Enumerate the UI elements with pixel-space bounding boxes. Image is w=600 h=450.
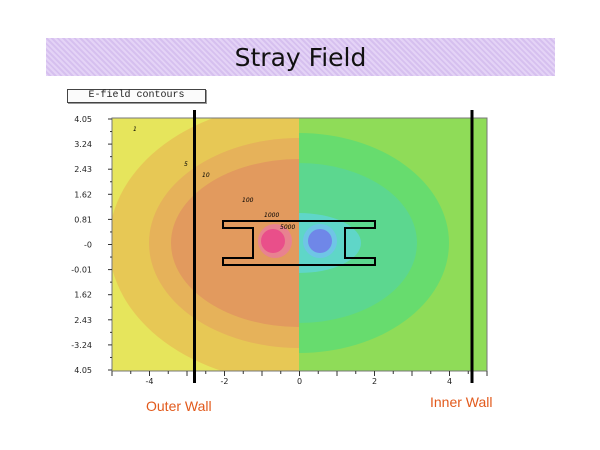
i-beam-conductor-outline bbox=[222, 220, 376, 266]
y-tick-label: 2.43 bbox=[74, 165, 92, 174]
contour-left-ring-3 bbox=[171, 159, 299, 327]
contour-label: 5000 bbox=[280, 224, 295, 231]
x-tick-label: -4 bbox=[146, 377, 154, 386]
y-tick-label: 3.24 bbox=[74, 140, 92, 149]
x-tick-label: -2 bbox=[221, 377, 229, 386]
contour-label: 1000 bbox=[264, 212, 279, 219]
contour-labels: 1 5 10 100 1000 5000 bbox=[133, 126, 295, 231]
contour-label: 10 bbox=[202, 172, 210, 179]
y-tick-label: 0.81 bbox=[74, 215, 92, 224]
y-tick-label: 4.05 bbox=[74, 366, 92, 375]
x-tick-label: 2 bbox=[372, 377, 377, 386]
contour-label: 5 bbox=[184, 161, 188, 168]
inner-wall-label: Inner Wall bbox=[430, 394, 493, 410]
y-tick-label: -3.24 bbox=[71, 341, 92, 350]
y-axis: 4.05 3.24 2.43 1.62 0.81 -0 -0.01 1.62 2.43 -3.24… bbox=[71, 115, 112, 375]
contour-label: 100 bbox=[242, 197, 254, 204]
outer-wall-label: Outer Wall bbox=[146, 398, 212, 414]
title-banner: Stray Field bbox=[46, 38, 555, 76]
y-tick-label: 1.62 bbox=[74, 190, 92, 199]
y-tick-label: 2.43 bbox=[74, 316, 92, 325]
positive-charge-core bbox=[261, 229, 285, 253]
y-tick-label: 1.62 bbox=[74, 291, 92, 300]
y-tick-label: -0 bbox=[84, 241, 92, 250]
plot-label-box: E-field contours bbox=[67, 89, 206, 103]
y-tick-label: 4.05 bbox=[74, 115, 92, 124]
negative-charge-core bbox=[308, 229, 332, 253]
x-tick-label: 4 bbox=[447, 377, 452, 386]
x-axis: -4 -2 0 2 4 bbox=[111, 371, 488, 386]
contour-label: 1 bbox=[133, 126, 137, 133]
y-tick-label: -0.01 bbox=[71, 266, 92, 275]
slide-title: Stray Field bbox=[234, 42, 367, 72]
x-tick-label: 0 bbox=[297, 377, 302, 386]
contour-fill bbox=[112, 118, 487, 371]
